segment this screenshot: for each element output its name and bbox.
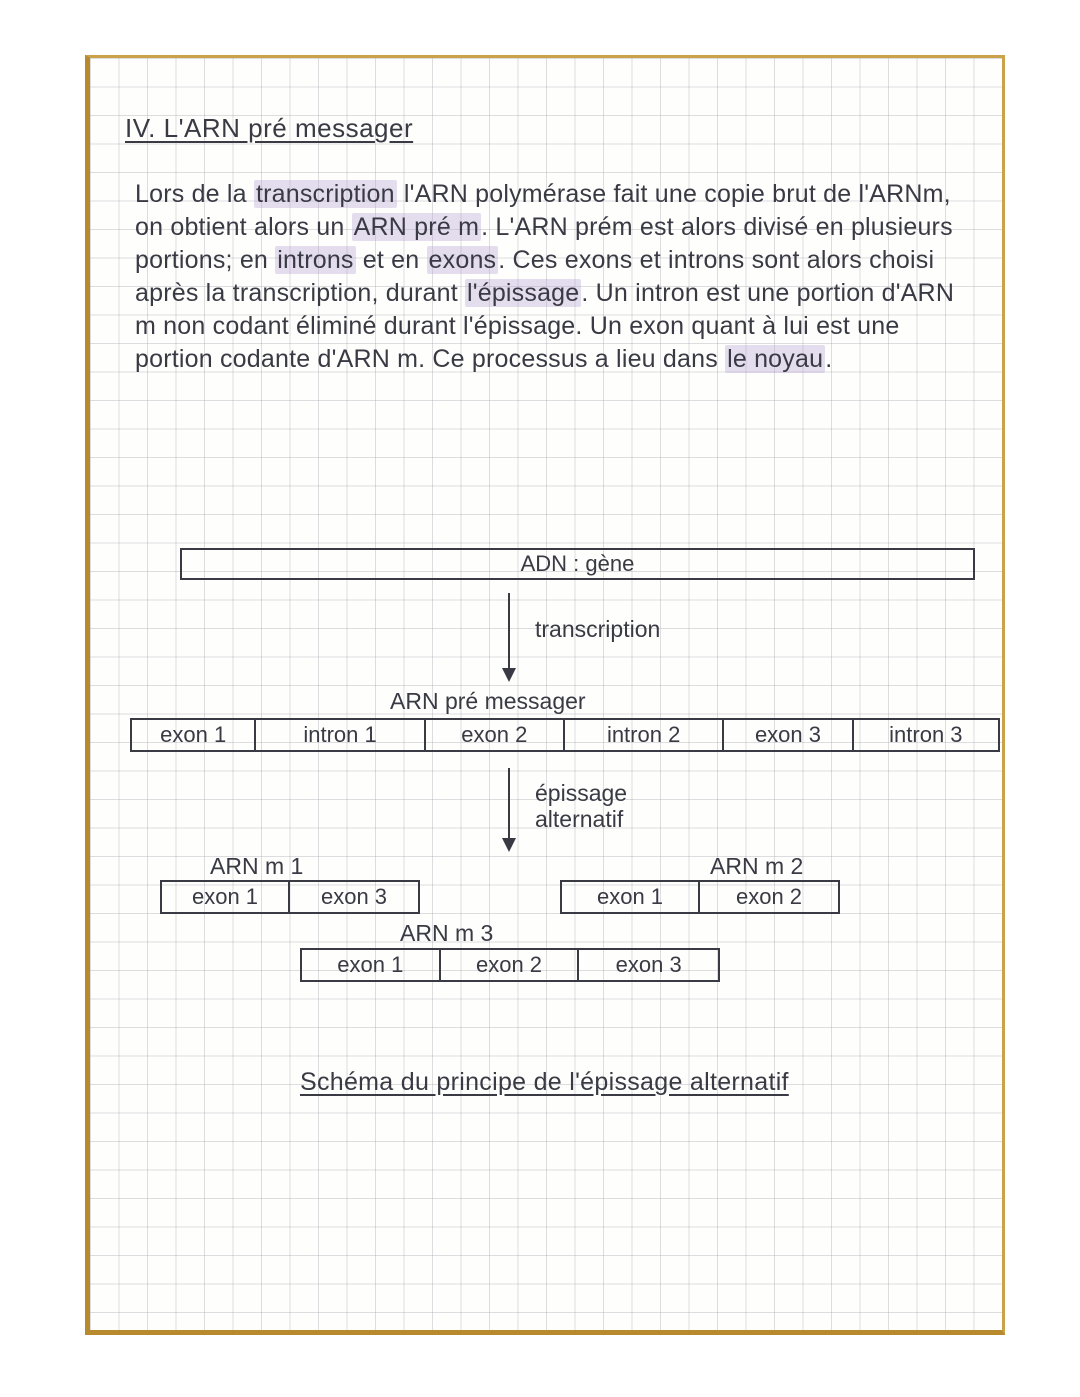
pre-messager-segment: intron 2: [565, 720, 724, 750]
arnm3-box: exon 1exon 2exon 3: [300, 948, 720, 982]
pre-messager-segment: intron 3: [854, 720, 998, 750]
pre-messager-segment: intron 1: [256, 720, 425, 750]
arrow-transcription-label: transcription: [535, 616, 660, 643]
adn-gene-box: ADN : gène: [180, 548, 975, 580]
arrow-transcription-line: [508, 593, 510, 674]
arn-pre-messager-box: exon 1intron 1exon 2intron 2exon 3intron…: [130, 718, 1000, 752]
arnm1-segment: exon 1: [162, 882, 290, 912]
diagram-caption: Schéma du principe de l'épissage alterna…: [300, 1068, 789, 1097]
arnm3-segment: exon 1: [302, 950, 441, 980]
arnm3-segment: exon 3: [579, 950, 718, 980]
pre-messager-segment: exon 1: [132, 720, 256, 750]
arnm3-segment: exon 2: [441, 950, 580, 980]
arnm3-title: ARN m 3: [400, 920, 493, 947]
arnm2-segment: exon 2: [700, 882, 838, 912]
arnm1-segment: exon 3: [290, 882, 418, 912]
arnm1-title: ARN m 1: [210, 853, 303, 880]
pre-messager-segment: exon 2: [426, 720, 565, 750]
arnm2-segment: exon 1: [562, 882, 700, 912]
content-area: IV. L'ARN pré messager Lors de la transc…: [90, 58, 1002, 1330]
arrow-epissage-line: [508, 768, 510, 844]
arn-pre-messager-label: ARN pré messager: [390, 688, 586, 715]
arrow-transcription-head: [502, 668, 516, 682]
adn-gene-label: ADN : gène: [521, 551, 635, 577]
arnm2-box: exon 1exon 2: [560, 880, 840, 914]
pre-messager-segment: exon 3: [724, 720, 853, 750]
arrow-epissage-label: épissage alternatif: [535, 780, 627, 833]
arnm2-title: ARN m 2: [710, 853, 803, 880]
arnm1-box: exon 1exon 3: [160, 880, 420, 914]
arrow-epissage-head: [502, 838, 516, 852]
notebook-page: IV. L'ARN pré messager Lors de la transc…: [85, 55, 1005, 1335]
paragraph-text: Lors de la transcription l'ARN polyméras…: [135, 178, 972, 376]
section-title: IV. L'ARN pré messager: [125, 113, 413, 144]
